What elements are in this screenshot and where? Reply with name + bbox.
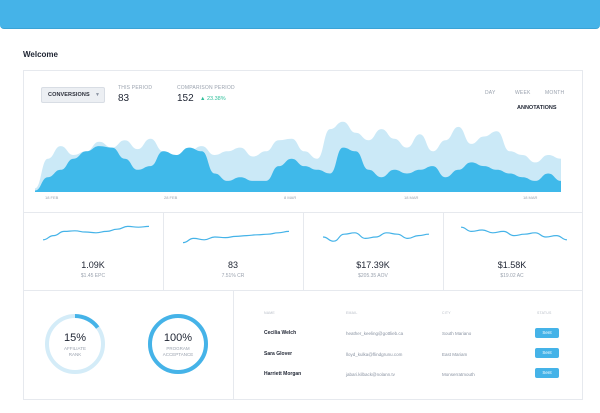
send-button[interactable]: Sent	[535, 328, 559, 338]
section-divider	[23, 290, 583, 291]
ac-sparkline	[461, 226, 567, 241]
chevron-down-icon: ▼	[95, 92, 100, 98]
table-cell-city: Monserratmouth	[442, 372, 475, 377]
ring-value: 100%	[163, 332, 193, 344]
kpi-value: $17.39K	[356, 260, 390, 270]
table-cell-name: Harriett Morgan	[264, 371, 302, 377]
kpi-subvalue: $205.35 AOV	[358, 273, 388, 279]
table-cell-email: heather_keeling@gottlieb.ca	[346, 331, 404, 336]
range-tab-week[interactable]: WEEK	[515, 90, 531, 96]
table-cell-name: Cecilia Welch	[264, 330, 297, 336]
affiliate-rank-ring	[45, 314, 105, 374]
ring-progress	[148, 314, 208, 374]
conversions-area-chart	[35, 121, 561, 192]
annotations-toggle[interactable]: ANNOTATIONS	[517, 105, 557, 111]
this-period-area	[35, 146, 561, 192]
this-period-value: 83	[118, 93, 130, 104]
ring-value: 15%	[63, 332, 87, 344]
ring-label: PROGRAM	[166, 346, 190, 351]
comparison-change-badge: ▲ 23.38%	[200, 96, 226, 102]
kpi-subvalue: 7.51% CR	[221, 273, 245, 279]
column-header-city: CITY	[442, 311, 451, 315]
table-cell-email: lloyd_kulka@flindgrunu.com	[346, 352, 403, 357]
kpi-divider	[163, 212, 164, 290]
x-tick-label: 18 MAR	[523, 195, 538, 200]
sparkline-path	[183, 230, 289, 244]
page-title: Welcome	[23, 50, 58, 59]
this-period-label: THIS PERIOD	[118, 85, 153, 91]
sparkline-path	[323, 232, 429, 242]
table-cell-name: Sara Glover	[264, 351, 293, 357]
kpi-subvalue: $19.02 AC	[500, 273, 524, 279]
ring-label: RANK	[68, 352, 82, 357]
bottom-divider	[233, 290, 234, 400]
x-tick-label: 18 MAR	[404, 195, 419, 200]
program-acceptance-ring	[148, 314, 208, 374]
kpi-divider	[303, 212, 304, 290]
kpi-divider	[443, 212, 444, 290]
range-tab-month[interactable]: MONTH	[545, 90, 565, 96]
sparkline-path	[461, 226, 567, 241]
x-tick-label: 28 FEB	[164, 195, 178, 200]
comparison-period-label: COMPARISON PERIOD	[177, 85, 235, 91]
kpi-subvalue: $1.45 EPC	[80, 273, 106, 279]
metric-select-label: CONVERSIONS	[48, 92, 90, 98]
column-header-email: EMAIL	[346, 311, 358, 315]
table-cell-city: South Mariano	[442, 331, 472, 336]
kpi-value: $1.58K	[497, 260, 527, 270]
comparison-period-value: 152	[177, 93, 194, 104]
ring-label: ACCEPTANCE	[162, 352, 194, 357]
range-tab-day[interactable]: DAY	[485, 90, 496, 96]
aov-sparkline	[323, 232, 429, 242]
x-tick-label: 8 MAR	[284, 195, 297, 200]
ring-progress	[45, 314, 105, 374]
column-header-status: STATUS	[537, 311, 552, 315]
top-navigation-bar	[0, 0, 600, 29]
ring-label: AFFILIATE	[64, 346, 86, 351]
send-button[interactable]: Sent	[535, 348, 559, 358]
cr-sparkline	[183, 230, 289, 244]
x-tick-label: 18 FEB	[45, 195, 59, 200]
kpi-value: 1.09K	[81, 260, 105, 270]
table-cell-city: East Mariam	[442, 352, 468, 357]
send-button[interactable]: Sent	[535, 368, 559, 378]
metric-select[interactable]: CONVERSIONS ▼	[41, 87, 105, 103]
sparkline-path	[43, 225, 149, 241]
table-cell-email: jabari.kilback@nolann.tv	[346, 372, 395, 377]
epc-sparkline	[43, 225, 149, 241]
column-header-name: NAME	[264, 311, 275, 315]
kpi-value: 83	[227, 260, 238, 270]
